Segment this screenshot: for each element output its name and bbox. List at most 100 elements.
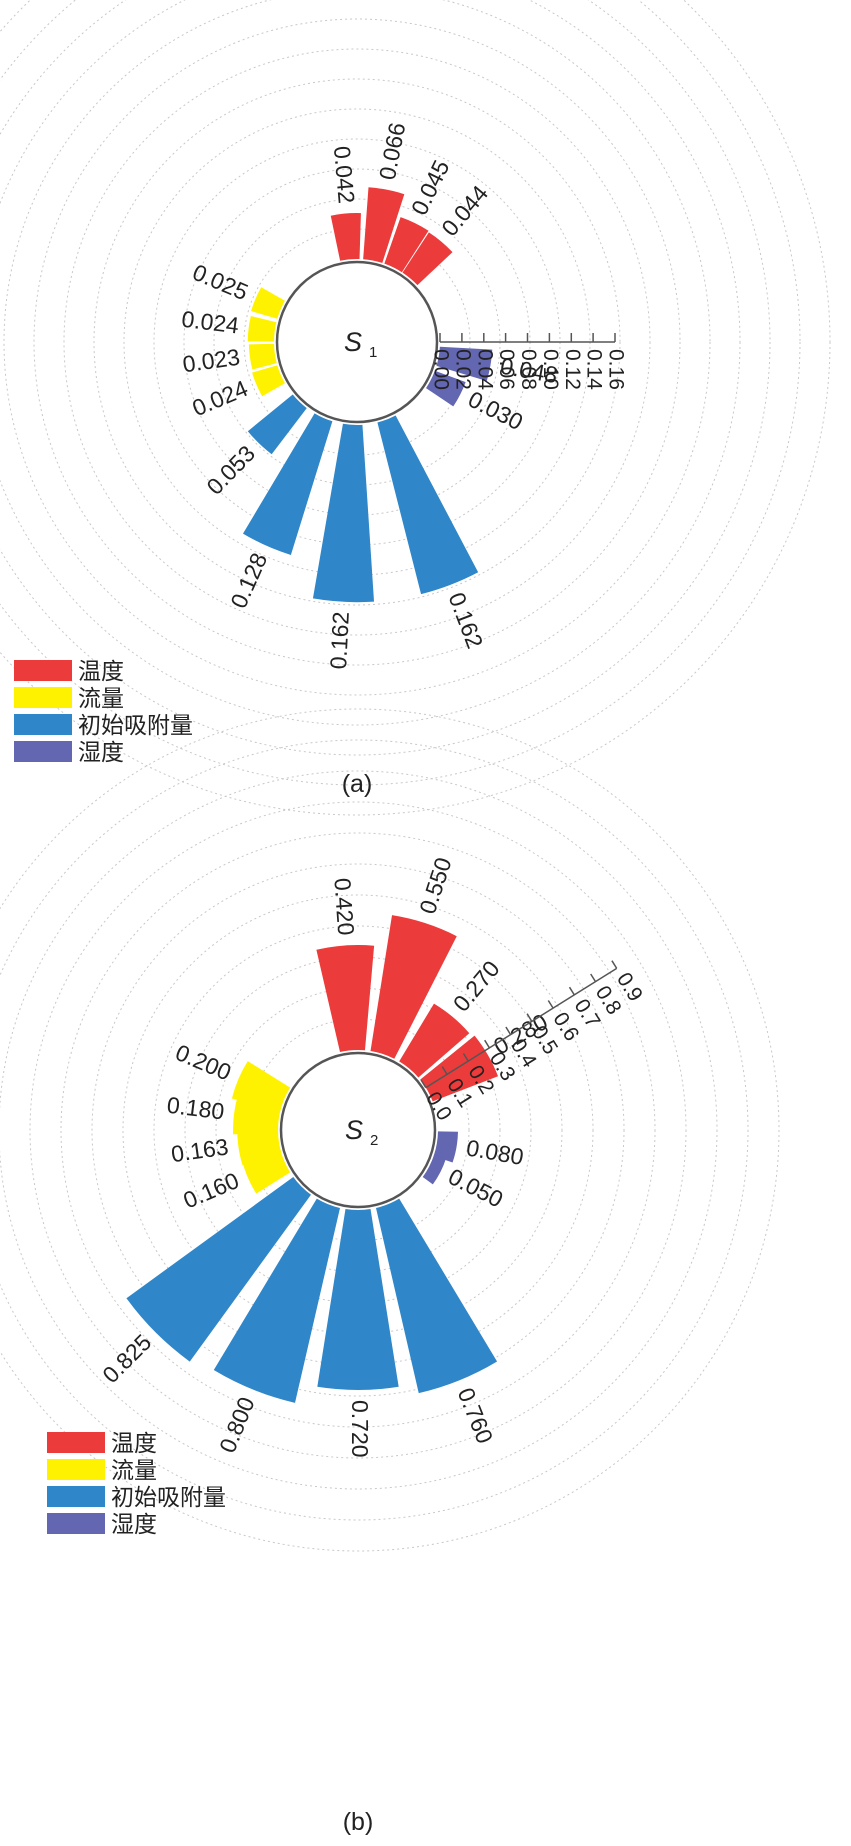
value-label: 0.720: [347, 1400, 373, 1458]
legend-swatch-流量: [47, 1459, 105, 1480]
legend-label-温度: 温度: [111, 1431, 157, 1457]
value-label: 0.030: [464, 386, 527, 435]
grid-ring: [91, 863, 625, 1397]
bar-初始吸附量-2: [317, 1209, 399, 1391]
bar-初始吸附量-3: [213, 1198, 340, 1403]
legend-label-湿度: 湿度: [78, 740, 124, 766]
grid-ring: [29, 801, 687, 1459]
legend-label-流量: 流量: [111, 1458, 157, 1484]
value-label: 0.550: [414, 854, 457, 917]
value-label: 0.760: [453, 1384, 499, 1447]
value-label: 0.053: [201, 440, 260, 499]
bar-初始吸附量-1: [377, 415, 479, 595]
value-label: 0.162: [325, 611, 354, 670]
grid-ring: [122, 894, 594, 1366]
legend-swatch-初始吸附量: [14, 714, 72, 735]
bar-温度-1: [316, 944, 375, 1053]
legend-label-湿度: 湿度: [111, 1512, 157, 1538]
bar-温度-1: [330, 213, 361, 261]
center-label-subscript: 1: [369, 344, 377, 361]
value-label: 0.180: [166, 1092, 226, 1125]
bar-流量-2: [248, 343, 277, 370]
radial-axis-line: [425, 967, 618, 1089]
radial-chart-panel-1: 0.042 0.0660.0450.0440.0480.0300.1620.162…: [0, 0, 831, 816]
value-label: 0.420: [329, 877, 359, 936]
value-label: 0.025: [189, 259, 252, 305]
bar-湿度-1: [433, 1131, 458, 1163]
bar-初始吸附量-2: [312, 423, 375, 603]
legend-swatch-湿度: [47, 1513, 105, 1534]
bar-流量-1: [252, 365, 285, 397]
center-label-subscript: 2: [370, 1132, 378, 1149]
radial-axis-tick-label: 0.08: [517, 349, 540, 390]
value-label: 0.160: [179, 1167, 242, 1213]
bar-流量-4: [251, 287, 285, 319]
bar-温度-4: [402, 232, 453, 286]
bar-温度-2: [370, 915, 457, 1059]
bar-初始吸附量-1: [376, 1198, 498, 1394]
grid-ring: [3, 0, 711, 696]
radial-axis-tick-label: 0.16: [604, 349, 627, 390]
legend-swatch-初始吸附量: [47, 1486, 105, 1507]
grid-ring: [0, 0, 771, 756]
radial-axis-tick-label: 0.10: [539, 349, 562, 390]
value-label: 0.163: [169, 1133, 230, 1167]
value-label: 0.162: [443, 589, 488, 652]
bar-湿度-2: [426, 370, 466, 407]
value-label: 0.024: [180, 306, 241, 339]
value-label: 0.270: [448, 956, 505, 1017]
center-circle: [275, 260, 439, 424]
grid-ring: [0, 0, 831, 816]
legend-swatch-流量: [14, 687, 72, 708]
radial-axis-tick: [420, 1079, 427, 1088]
value-label: 0.045: [406, 156, 455, 219]
bar-初始吸附量-4: [247, 394, 307, 455]
legend-label-初始吸附量: 初始吸附量: [111, 1485, 226, 1511]
grid-ring: [63, 48, 651, 636]
center-circle: [279, 1051, 437, 1209]
bar-湿度-2: [422, 1154, 446, 1185]
grid-ring: [0, 739, 749, 1521]
value-label: 0.024: [188, 375, 251, 422]
grid-ring: [215, 987, 501, 1273]
legend-label-温度: 温度: [78, 659, 124, 685]
radial-axis-tick-label: 0.14: [583, 349, 606, 390]
radial-chart-panel-2: 0.420 0.5500.2700.2800.0800.0500.7600.720…: [0, 708, 780, 1836]
radial-axis-tick: [526, 1013, 533, 1022]
radial-axis-tick: [505, 1026, 512, 1035]
radial-axis-tick: [462, 1053, 469, 1062]
grid-ring: [33, 18, 681, 666]
bar-温度-3: [399, 1003, 470, 1078]
center-label: S: [344, 327, 362, 357]
value-label: 0.050: [444, 1163, 507, 1212]
legend-swatch-温度: [47, 1432, 105, 1453]
panel-caption: (a): [342, 770, 373, 798]
value-label: 0.200: [172, 1039, 235, 1085]
radial-axis-tick: [590, 973, 597, 983]
bar-流量-2: [237, 1127, 282, 1166]
legend-label-初始吸附量: 初始吸附量: [78, 713, 193, 739]
bar-温度-3: [384, 217, 429, 273]
value-label: 0.128: [225, 549, 272, 612]
value-label: 0.080: [464, 1134, 525, 1170]
grid-ring: [0, 708, 780, 1552]
bar-流量-4: [231, 1061, 291, 1111]
radial-axis-tick: [568, 986, 575, 996]
value-label: 0.800: [214, 1393, 260, 1456]
grid-ring: [0, 0, 741, 726]
radial-axis-tick: [484, 1039, 491, 1049]
grid-ring: [0, 770, 718, 1490]
value-label: 0.066: [374, 120, 411, 181]
radial-axis-tick-label: 0.12: [561, 349, 584, 390]
bar-初始吸附量-3: [242, 413, 333, 555]
value-label: 0.044: [436, 180, 493, 241]
radial-axis-tick-label: 0.04: [473, 349, 496, 390]
center-label: S: [345, 1115, 363, 1145]
radial-axis-tick-label: 0.06: [495, 349, 518, 390]
bar-温度-4: [420, 1035, 499, 1102]
radial-axis-tick: [611, 960, 618, 969]
grid-ring: [0, 0, 801, 786]
legend-swatch-温度: [14, 660, 72, 681]
radial-axis-tick: [547, 1000, 554, 1009]
